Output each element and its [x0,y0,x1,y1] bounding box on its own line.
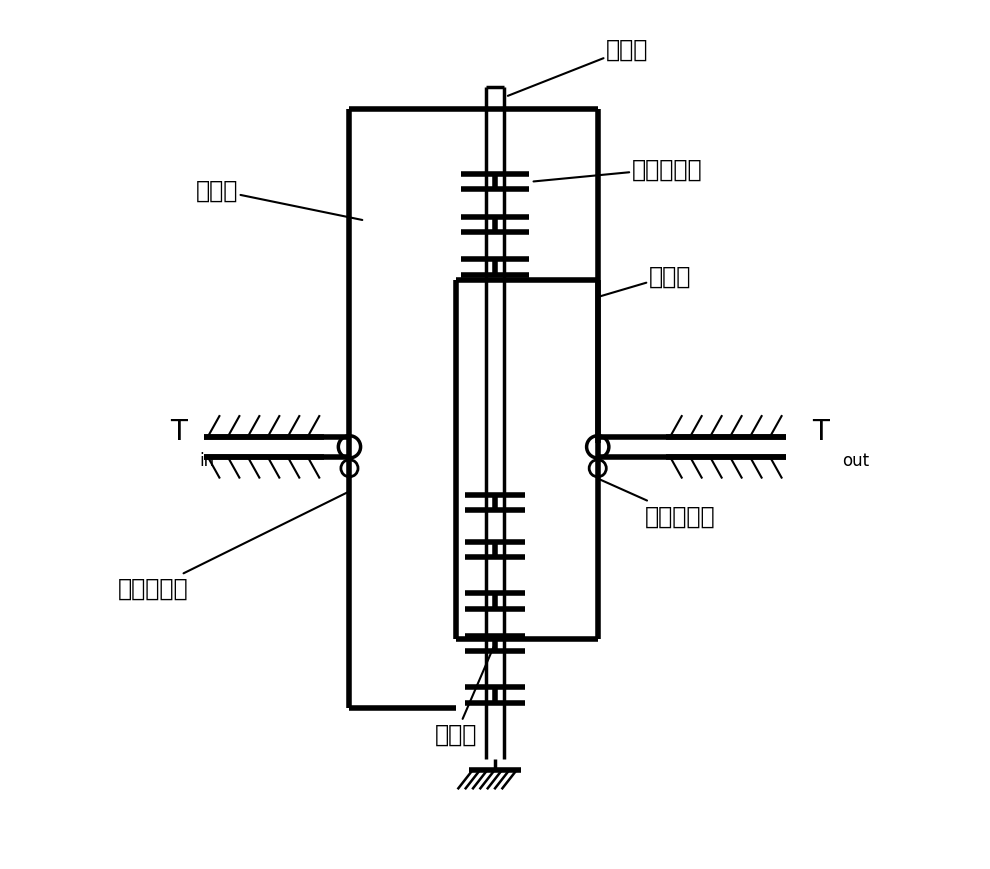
Text: 太阳轮: 太阳轮 [435,644,495,746]
Text: T: T [812,418,829,446]
Text: 太阳轮轴承: 太阳轮轴承 [119,492,349,600]
Text: in: in [200,452,215,469]
Text: T: T [170,418,187,446]
Text: 内齿圈: 内齿圈 [508,37,648,96]
Text: 行星架: 行星架 [598,264,691,298]
Text: out: out [842,452,869,469]
Text: 行星架轴承: 行星架轴承 [598,479,716,527]
Text: 行星轮轴承: 行星轮轴承 [534,157,703,182]
Text: 行星轮: 行星轮 [195,179,362,221]
